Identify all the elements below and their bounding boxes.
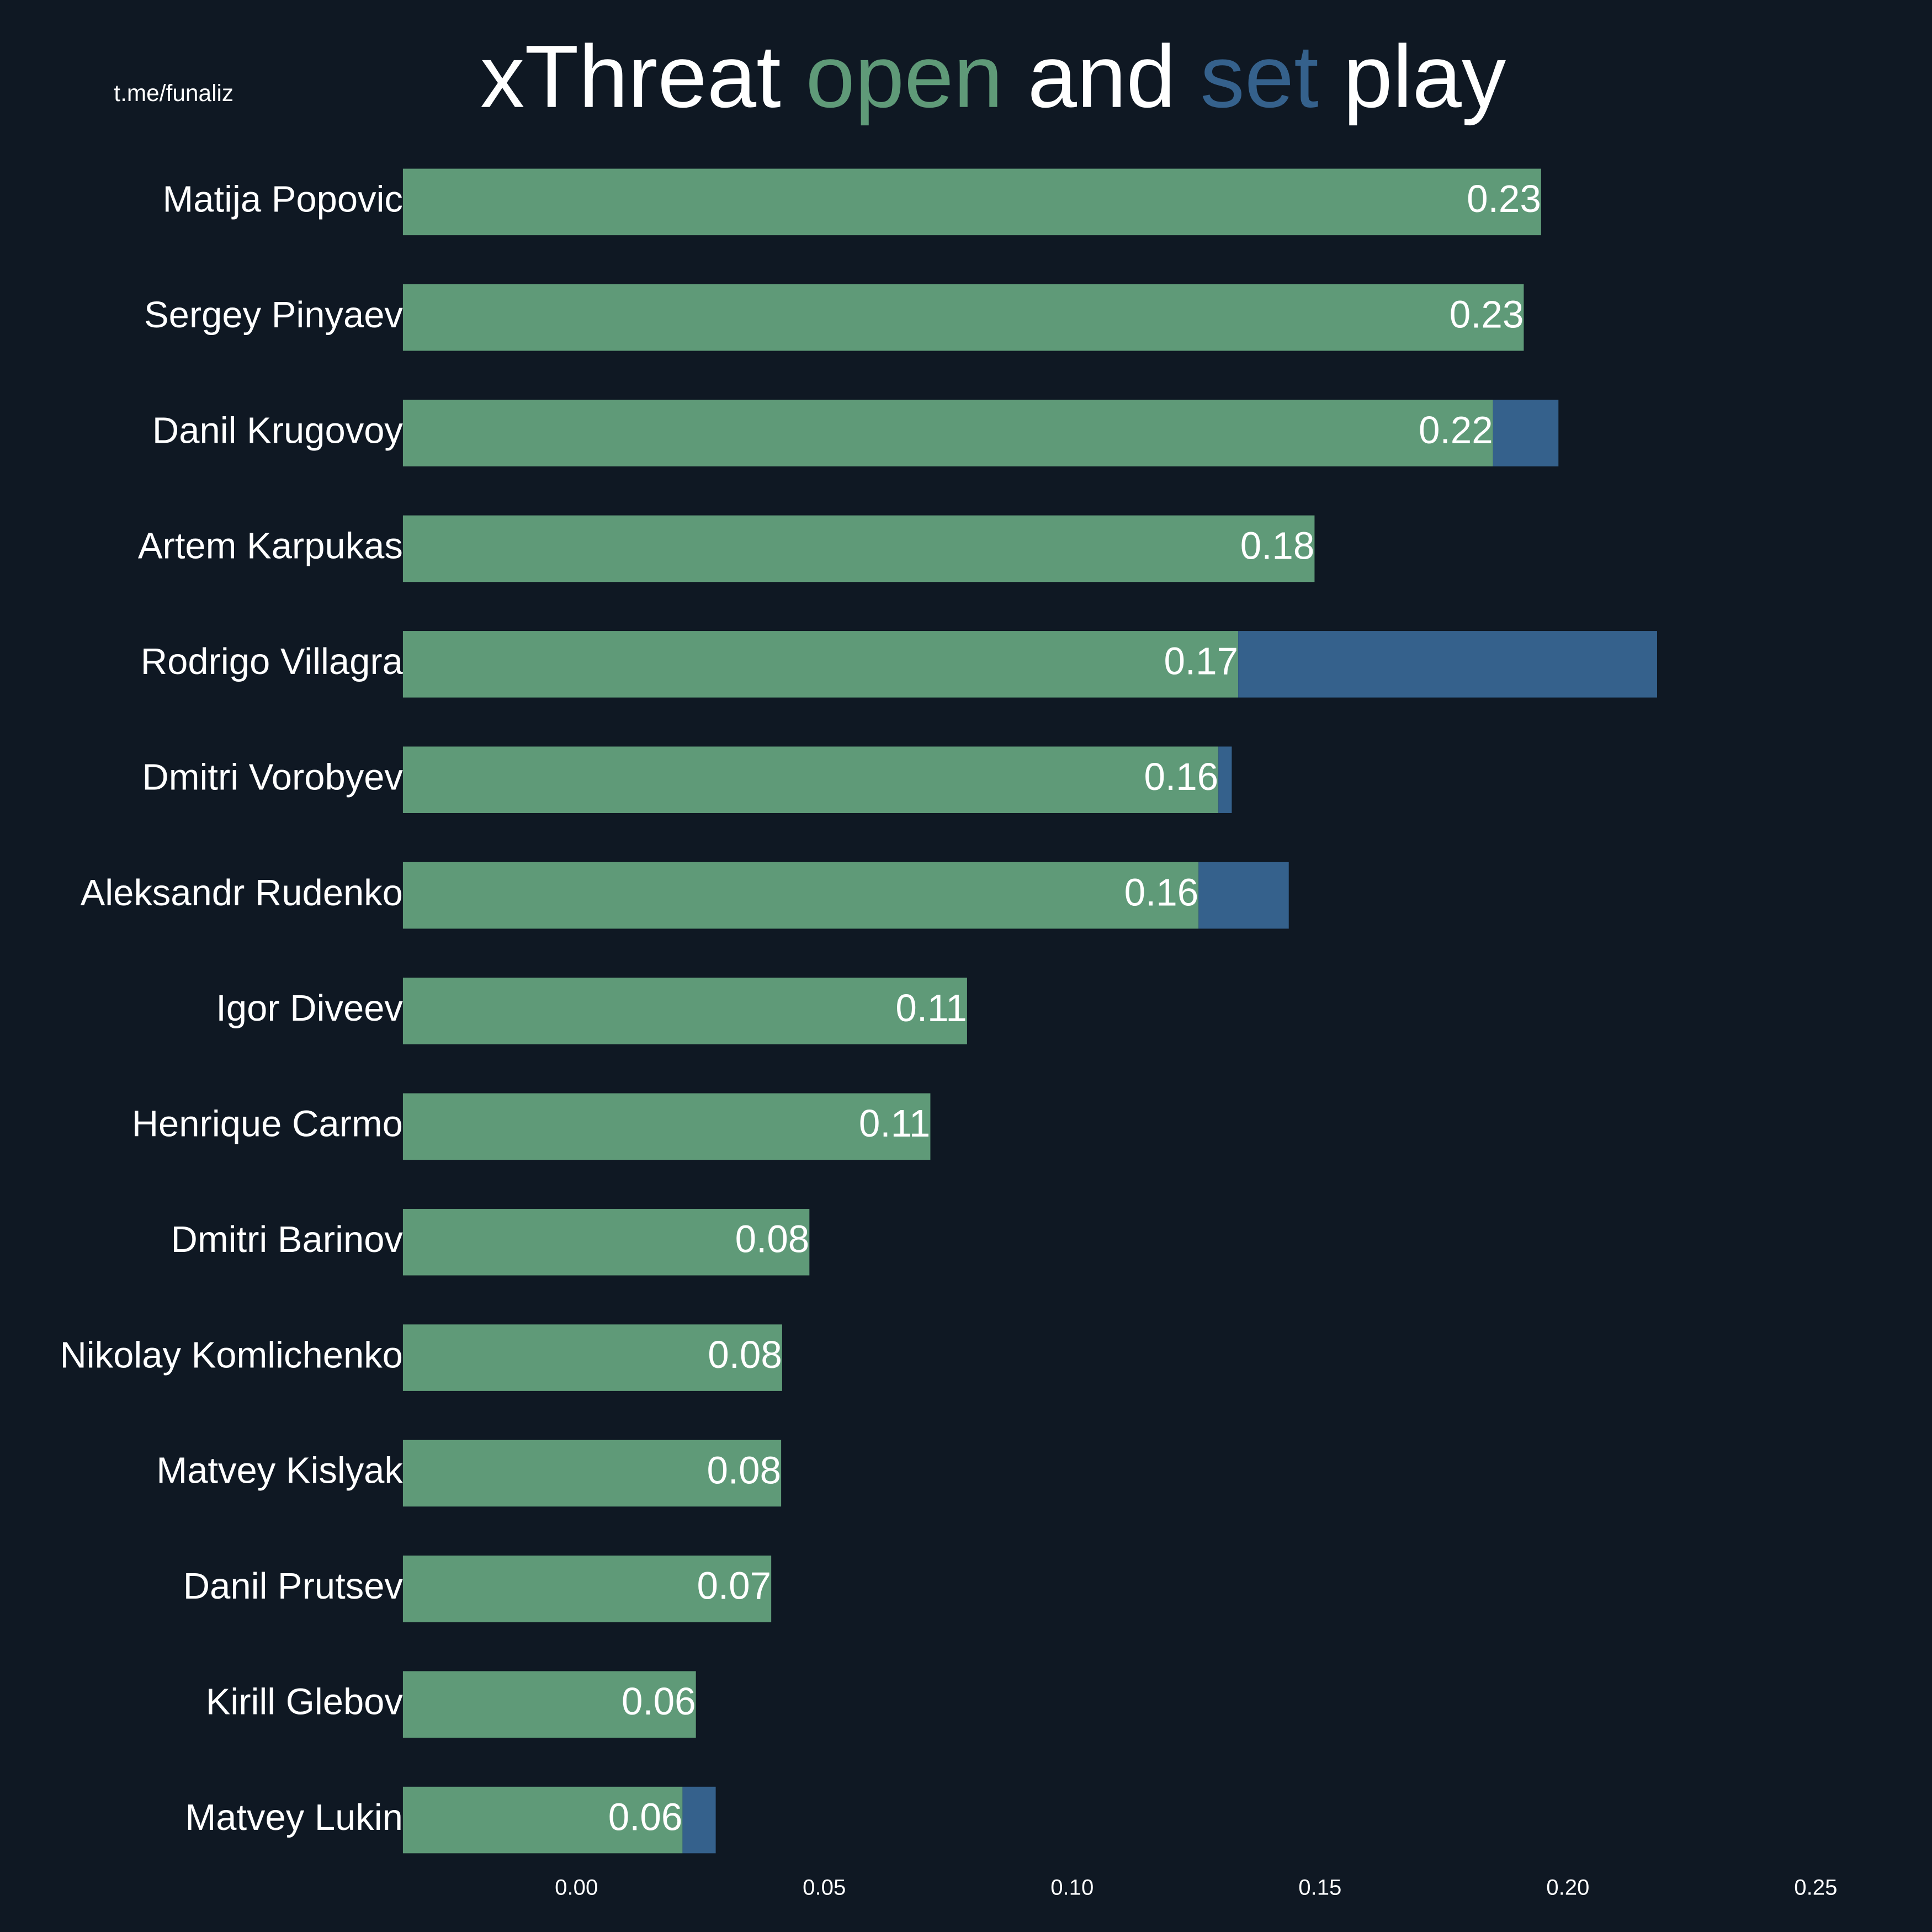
- chart-title: xThreat open and set play: [480, 28, 1506, 126]
- title-part: xThreat: [480, 28, 805, 126]
- bar-segment: [402, 631, 1239, 698]
- y-tick-label: Dmitri Vorobyev: [142, 756, 403, 798]
- bar-segment: [1238, 631, 1657, 698]
- bar-segment: [402, 1208, 810, 1276]
- data-label: 0.22: [1419, 408, 1493, 452]
- title-part: play: [1319, 28, 1506, 126]
- bar-segment: [402, 1093, 931, 1160]
- bar-segment: [1198, 862, 1289, 929]
- bar-segment: [1493, 400, 1559, 466]
- data-label: 0.07: [697, 1564, 771, 1607]
- y-tick-label: Danil Prutsev: [183, 1565, 404, 1607]
- x-tick-label: 0.10: [1050, 1875, 1094, 1899]
- data-label: 0.08: [735, 1218, 810, 1261]
- data-label: 0.06: [622, 1680, 696, 1723]
- data-label: 0.11: [895, 986, 967, 1029]
- data-label: 0.16: [1144, 755, 1219, 798]
- bar-segment: [402, 284, 1524, 351]
- data-label: 0.11: [859, 1102, 931, 1145]
- bar-segment: [682, 1786, 716, 1854]
- x-tick-label: 0.15: [1298, 1875, 1341, 1899]
- x-tick-label: 0.00: [555, 1875, 598, 1899]
- bar-segment: [1218, 746, 1232, 813]
- y-tick-label: Artem Karpukas: [138, 526, 403, 567]
- bar-segment: [402, 978, 967, 1044]
- bar-segment: [402, 168, 1541, 236]
- bar-segment: [402, 862, 1199, 929]
- y-tick-label: Danil Krugovoy: [152, 410, 404, 451]
- bar-segment: [402, 515, 1315, 582]
- data-label: 0.18: [1240, 524, 1315, 567]
- y-tick-label: Matvey Kislyak: [156, 1450, 403, 1492]
- y-tick-label: Matija Popovic: [163, 179, 403, 220]
- x-tick-label: 0.25: [1794, 1875, 1837, 1899]
- y-tick-label: Kirill Glebov: [206, 1681, 404, 1722]
- title-part: and: [1003, 28, 1200, 126]
- y-tick-label: Igor Diveev: [216, 988, 403, 1029]
- title-part: set: [1200, 28, 1318, 126]
- y-tick-label: Sergey Pinyaev: [144, 294, 403, 336]
- y-tick-label: Rodrigo Villagra: [141, 641, 404, 682]
- x-tick-label: 0.20: [1546, 1875, 1589, 1899]
- bar-segment: [402, 1671, 696, 1738]
- bar-segment: [402, 1556, 772, 1622]
- data-label: 0.08: [708, 1333, 782, 1376]
- x-tick-label: 0.05: [803, 1875, 846, 1899]
- bar-segment: [402, 1440, 782, 1507]
- data-label: 0.23: [1450, 293, 1524, 336]
- bar-segment: [402, 1786, 683, 1854]
- data-label: 0.17: [1164, 640, 1238, 683]
- watermark: t.me/funaliz: [114, 80, 233, 106]
- y-tick-label: Aleksandr Rudenko: [81, 872, 403, 914]
- title-part: open: [805, 28, 1003, 126]
- y-tick-label: Nikolay Komlichenko: [60, 1334, 402, 1376]
- data-label: 0.08: [707, 1448, 781, 1492]
- bar-segment: [402, 400, 1493, 466]
- bar-segment: [402, 746, 1219, 813]
- data-label: 0.16: [1124, 871, 1199, 914]
- data-label: 0.23: [1467, 177, 1541, 220]
- y-tick-label: Dmitri Barinov: [171, 1219, 404, 1260]
- y-tick-label: Henrique Carmo: [132, 1103, 403, 1145]
- y-tick-label: Matvey Lukin: [185, 1797, 402, 1838]
- data-label: 0.06: [608, 1795, 683, 1838]
- bar-segment: [402, 1324, 782, 1391]
